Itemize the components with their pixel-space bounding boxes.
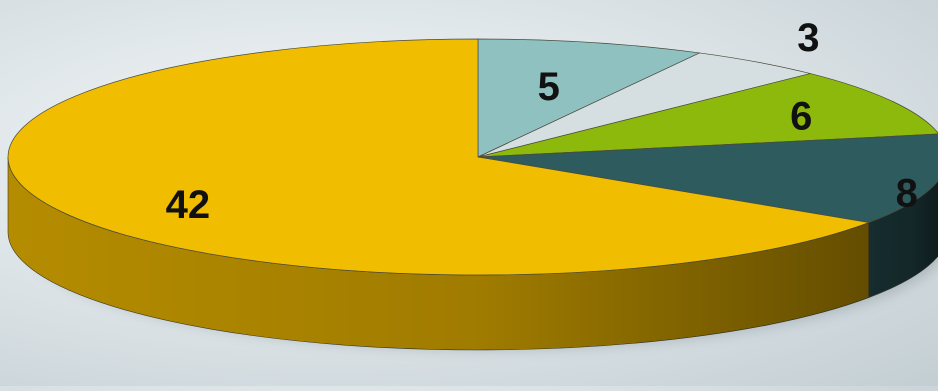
pie-slice-side-shade-42 (8, 157, 869, 350)
pie-slice-label-3: 3 (797, 16, 819, 60)
pie-slice-5 (477, 38, 701, 158)
pie-sides (7, 156, 938, 351)
pie-slice-side-shade-8 (868, 181, 938, 298)
pie-slice-8 (477, 133, 938, 223)
pie-slice-label-6: 6 (790, 95, 812, 139)
pie-labels: 5 3 6 8 42 (166, 16, 918, 227)
pie-slice-label-42: 42 (166, 183, 211, 227)
pie-tops (7, 38, 938, 276)
pie-slice-42 (7, 38, 871, 276)
pie-slice-6 (477, 73, 938, 158)
pie-slice-label-5: 5 (538, 65, 560, 109)
pie-slice-label-8: 8 (896, 171, 918, 215)
